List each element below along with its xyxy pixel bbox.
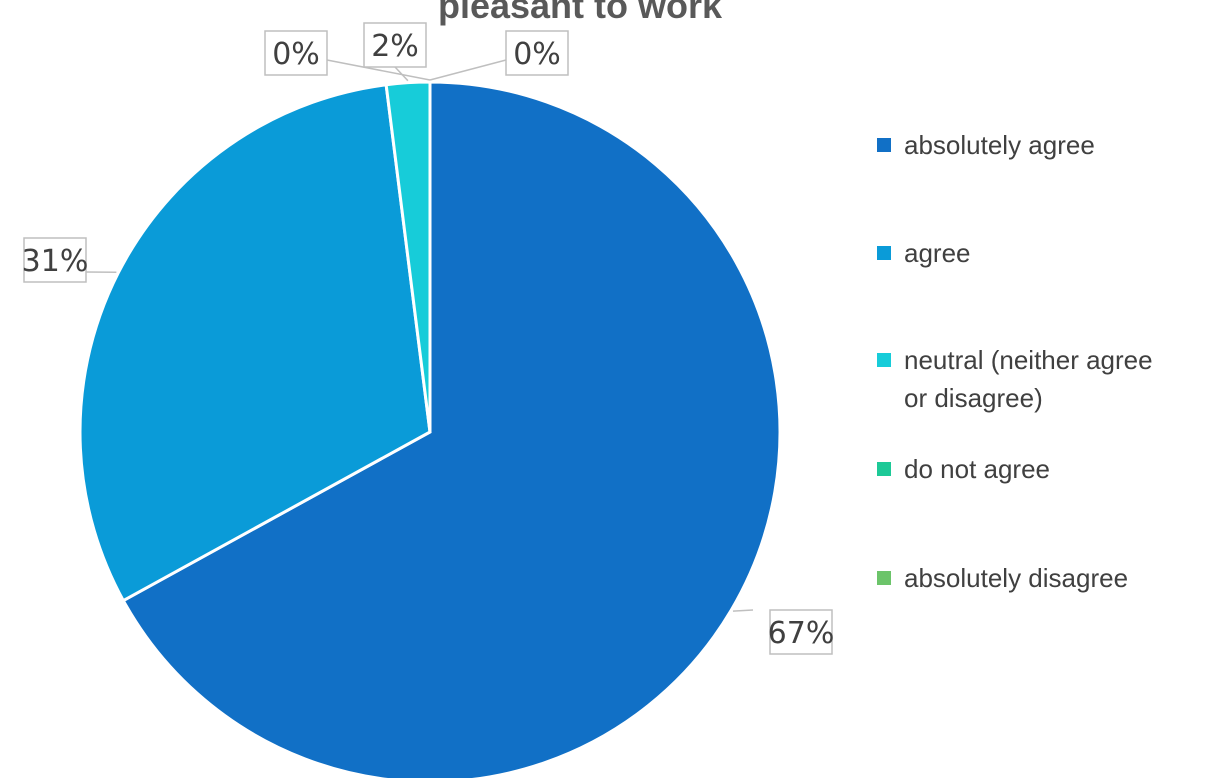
data-label-text: 0% (513, 37, 561, 72)
data-label-text: 2% (371, 29, 419, 64)
leader-line (732, 609, 754, 612)
data-label-box (363, 22, 427, 68)
pie-slice-neutral-neither-agree-or-disagree (384, 80, 432, 433)
legend-label: do not agree (904, 454, 1050, 484)
legend-label: absolutely agree (904, 130, 1095, 160)
legend-label: agree (904, 238, 971, 268)
data-labels: 67% 31% 2% 0% 0% (22, 22, 835, 655)
legend-item-absolutely-disagree: absolutely disagree (877, 563, 1128, 593)
data-label-text: 31% (22, 244, 89, 279)
legend-swatch (877, 353, 891, 367)
legend-item-absolutely-agree: absolutely agree (877, 130, 1095, 160)
legend: absolutely agree agree neutral (neither ag… (877, 130, 1153, 593)
data-label-absolutely-agree: 67% (732, 609, 835, 655)
legend-swatch (877, 571, 891, 585)
pie-slice-absolutely-agree (121, 80, 782, 778)
data-label-box (769, 609, 833, 655)
leader-line (326, 59, 431, 81)
data-label-box (505, 30, 569, 76)
data-label-text: 0% (272, 37, 320, 72)
legend-label: or disagree) (904, 383, 1043, 413)
data-label-agree: 31% (22, 237, 117, 283)
legend-label: absolutely disagree (904, 563, 1128, 593)
chart-title: pleasant to work (438, 0, 723, 26)
legend-item-neutral-neither-agree-or-disagree: neutral (neither agree or disagree) (877, 345, 1153, 413)
legend-swatch (877, 246, 891, 260)
data-label-absolutely-disagree: 0% (429, 30, 569, 81)
legend-swatch (877, 138, 891, 152)
data-label-do-not-agree: 0% (264, 30, 431, 81)
legend-item-agree: agree (877, 238, 971, 268)
pie-slice-agree (78, 83, 432, 603)
data-label-box (23, 237, 87, 283)
data-label-neutral-neither-agree-or-disagree: 2% (363, 22, 427, 82)
data-label-text: 67% (768, 616, 835, 651)
data-label-box (264, 30, 328, 76)
pie-slices (78, 80, 782, 778)
leader-line (429, 59, 507, 81)
legend-swatch (877, 462, 891, 476)
legend-item-do-not-agree: do not agree (877, 454, 1050, 484)
legend-label: neutral (neither agree (904, 345, 1153, 375)
